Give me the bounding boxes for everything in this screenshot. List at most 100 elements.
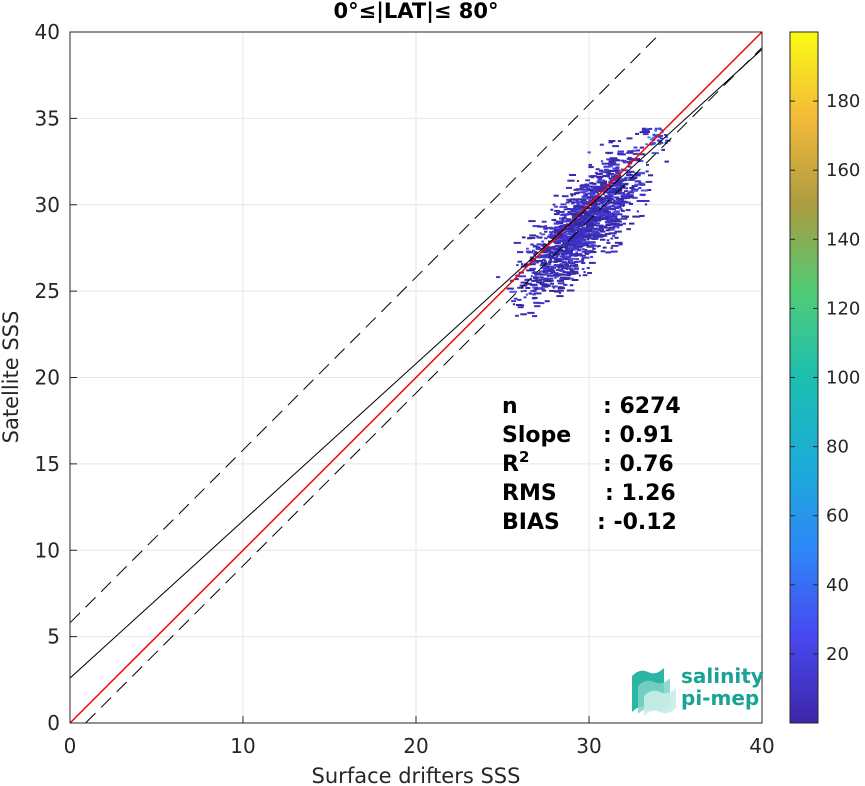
density-cell <box>554 245 562 248</box>
density-cell <box>610 250 618 253</box>
density-cell <box>596 176 604 179</box>
density-cell <box>577 249 581 252</box>
density-cell <box>597 235 604 238</box>
density-cell <box>550 208 554 211</box>
density-cell <box>511 300 517 303</box>
density-cell <box>528 269 535 272</box>
density-cell <box>573 239 580 242</box>
density-cell <box>590 213 599 215</box>
density-cell <box>579 186 583 189</box>
density-cell <box>565 186 572 189</box>
density-cell <box>562 242 566 245</box>
density-cell <box>520 313 527 316</box>
density-cell <box>534 250 537 253</box>
density-cell <box>603 184 611 187</box>
density-cell <box>553 231 562 234</box>
density-cell <box>580 215 585 217</box>
density-cell <box>653 135 657 138</box>
density-cell <box>626 228 631 231</box>
density-cell <box>639 146 644 149</box>
colorbar-tick-label: 140 <box>826 229 860 250</box>
density-cell <box>581 226 588 229</box>
density-cell <box>555 242 561 245</box>
density-cell <box>586 225 593 228</box>
density-cell <box>609 157 618 160</box>
density-cell <box>582 230 586 233</box>
density-cell <box>535 246 541 249</box>
identity-line <box>70 32 762 723</box>
density-cell <box>602 217 610 220</box>
density-cell <box>565 230 570 233</box>
density-cell <box>615 176 622 179</box>
density-cell <box>580 230 584 233</box>
density-cell <box>555 254 558 257</box>
density-cell <box>599 170 606 173</box>
density-cell <box>642 133 649 136</box>
density-cell <box>570 247 579 250</box>
density-cell <box>573 226 580 229</box>
density-cell <box>543 289 547 292</box>
density-cell <box>585 222 589 225</box>
density-cell <box>606 195 611 198</box>
density-cell <box>617 206 622 209</box>
density-cell <box>580 217 586 220</box>
density-cell <box>575 218 582 221</box>
density-cell <box>625 209 631 212</box>
density-cell <box>548 252 552 255</box>
density-cell <box>645 170 649 173</box>
density-cell <box>551 285 558 288</box>
density-cell <box>627 191 635 194</box>
density-cell <box>553 264 556 267</box>
density-cell <box>576 234 581 237</box>
density-cell <box>560 276 566 279</box>
density-cell <box>539 281 545 284</box>
density-cell <box>664 160 669 163</box>
density-cell <box>540 278 545 281</box>
density-cell <box>573 237 577 240</box>
density-cell <box>555 222 564 224</box>
density-cell <box>608 169 616 172</box>
density-cell <box>547 256 554 259</box>
density-cell <box>579 212 587 215</box>
density-cell <box>582 248 585 251</box>
density-cell <box>535 235 539 238</box>
density-cell <box>581 188 588 191</box>
density-cell <box>625 195 631 198</box>
colorbar: 20 40 60 80 100 120 140 160 180 <box>789 31 860 724</box>
density-cell <box>558 291 562 294</box>
density-cell <box>660 141 664 144</box>
density-cell <box>528 292 532 295</box>
density-cell <box>632 153 638 155</box>
density-cell <box>571 229 578 232</box>
density-cell <box>553 222 560 225</box>
density-cell <box>539 236 543 239</box>
density-cell <box>641 129 650 132</box>
density-cell <box>623 190 629 193</box>
density-cell <box>577 253 583 256</box>
density-cell <box>660 134 664 137</box>
density-cell <box>552 286 555 289</box>
density-cell <box>608 163 615 166</box>
density-cell <box>614 230 622 233</box>
density-cell <box>654 127 658 130</box>
density-cell <box>533 271 538 274</box>
density-cell <box>597 228 603 230</box>
density-cell <box>541 240 544 243</box>
density-cell <box>617 150 624 153</box>
density-cell <box>570 259 573 262</box>
density-cell <box>600 230 606 233</box>
stat-superscript: 2 <box>519 448 529 466</box>
density-cell <box>575 211 583 214</box>
density-cell <box>634 152 642 155</box>
density-cell <box>564 252 570 254</box>
density-cell <box>554 205 558 208</box>
density-cell <box>640 214 645 217</box>
density-cell <box>536 302 545 305</box>
density-cell <box>614 236 619 239</box>
density-cell <box>605 224 612 226</box>
density-cell <box>641 182 645 185</box>
x-axis-label: Surface drifters SSS <box>312 764 521 786</box>
density-cell <box>622 192 625 195</box>
density-cell <box>588 200 591 203</box>
density-cell <box>625 197 631 199</box>
